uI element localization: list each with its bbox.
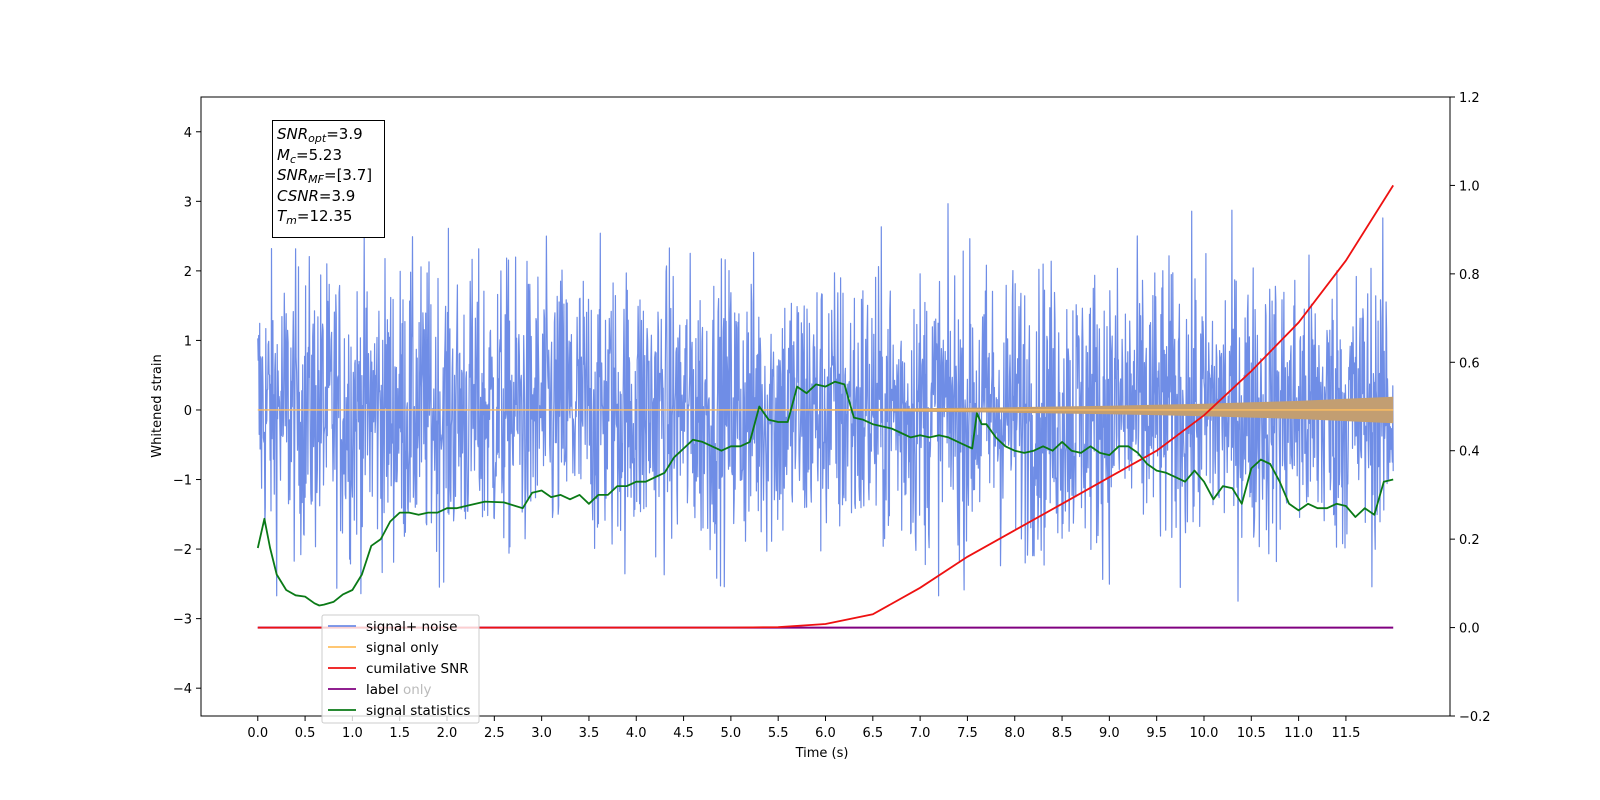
x-tick-label: 8.0 (1004, 726, 1025, 741)
tm-label: T (277, 207, 287, 225)
y2-tick-label: 0.6 (1459, 356, 1480, 371)
mc-sub: c (289, 152, 297, 166)
x-tick-label: 2.5 (484, 726, 505, 741)
x-tick-label: 5.0 (721, 726, 742, 741)
y-tick-label: 0 (184, 404, 192, 419)
y2-tick-label: 1.0 (1459, 179, 1480, 194)
y2-tick-label: 1.2 (1459, 91, 1480, 106)
x-tick-label: 7.5 (957, 726, 978, 741)
x-tick-label: 11.0 (1284, 726, 1313, 741)
y-tick-label: 1 (184, 334, 192, 349)
snr-mf-sub: MF (308, 173, 324, 186)
y2-tick-label: 0.0 (1459, 622, 1480, 637)
y2-tick-label: −0.2 (1459, 710, 1491, 725)
x-tick-label: 9.5 (1146, 726, 1167, 741)
x-tick-label: 0.5 (295, 726, 316, 741)
legend-label-signal-noise: signal+ noise (366, 619, 457, 635)
mc-row: Mc=5.23 (277, 145, 384, 166)
x-tick-label: 10.5 (1237, 726, 1266, 741)
snr-mf-row: SNRMF=[3.7] (277, 165, 384, 186)
y2-tick-label: 0.4 (1459, 445, 1480, 460)
legend-label-signal-only: signal only (366, 640, 439, 656)
legend-box (321, 614, 480, 724)
legend-label-cumulative-snr: cumilative SNR (366, 661, 469, 677)
tm-row: Tm=12.35 (277, 206, 384, 227)
mc-value: =5.23 (296, 145, 342, 164)
legend: signal+ noise signal only cumilative SNR… (321, 614, 480, 724)
x-tick-label: 0.0 (247, 726, 268, 741)
x-tick-label: 1.5 (389, 726, 410, 741)
x-axis-label: Time (s) (795, 746, 849, 761)
signal-noise-line (257, 203, 1394, 602)
legend-label-overlapped: label only (366, 682, 432, 698)
y2-tick-label: 0.8 (1459, 268, 1480, 283)
snr-opt-label: SNR (277, 125, 309, 143)
y-axis-label: Whitened strain (150, 354, 165, 457)
x-tick-label: 6.5 (862, 726, 883, 741)
info-box: SNRopt=3.9 Mc=5.23 SNRMF=[3.7] CSNR=3.9 … (272, 120, 385, 238)
y-tick-label: −1 (173, 474, 192, 489)
y2-tick-label: 0.2 (1459, 533, 1480, 548)
y-tick-label: 4 (184, 126, 192, 141)
x-tick-label: 3.0 (531, 726, 552, 741)
cumulative-snr-line (257, 184, 1394, 629)
x-axis: 0.0 0.5 1.0 1.5 2.0 2.5 3.0 3.5 4.0 4.5 5.0 5.5 6.0 6… (247, 716, 1360, 741)
x-tick-label: 9.0 (1099, 726, 1120, 741)
y-axis-left: −4 −3 −2 −1 0 1 2 3 4 (173, 126, 201, 697)
x-tick-label: 8.5 (1052, 726, 1073, 741)
snr-mf-label: SNR (277, 166, 309, 184)
y-axis-right: −0.2 0.0 0.2 0.4 0.6 0.8 1.0 1.2 (1450, 91, 1491, 725)
x-tick-label: 3.5 (579, 726, 600, 741)
snr-mf-value: =[3.7] (324, 166, 373, 184)
x-tick-label: 11.5 (1331, 726, 1360, 741)
csnr-row: CSNR=3.9 (277, 186, 384, 207)
y-tick-label: 2 (184, 265, 192, 280)
mc-label: M (277, 145, 290, 164)
x-tick-label: 6.0 (815, 726, 836, 741)
signal-statistics-line (256, 380, 1394, 607)
y-tick-label: −3 (173, 613, 192, 628)
y-tick-label: −4 (173, 682, 192, 697)
x-tick-label: 2.0 (437, 726, 458, 741)
csnr-label: CSNR (277, 186, 319, 205)
snr-opt-value: =3.9 (326, 125, 363, 143)
snr-opt-sub: opt (308, 132, 327, 145)
y-tick-label: −2 (173, 543, 192, 558)
tm-sub: m (286, 214, 297, 227)
y-tick-label: 3 (184, 195, 192, 210)
x-tick-label: 1.0 (342, 726, 363, 741)
tm-value: =12.35 (296, 207, 353, 225)
x-tick-label: 4.0 (626, 726, 647, 741)
x-tick-label: 7.0 (910, 726, 931, 741)
x-tick-label: 4.5 (673, 726, 694, 741)
legend-label-signal-statistics: signal statistics (366, 703, 470, 719)
x-tick-label: 10.0 (1190, 726, 1219, 741)
csnr-value: =3.9 (318, 186, 356, 205)
legend-label-label: label (366, 682, 399, 698)
x-tick-label: 5.5 (768, 726, 789, 741)
snr-opt-row: SNRopt=3.9 (277, 124, 384, 145)
